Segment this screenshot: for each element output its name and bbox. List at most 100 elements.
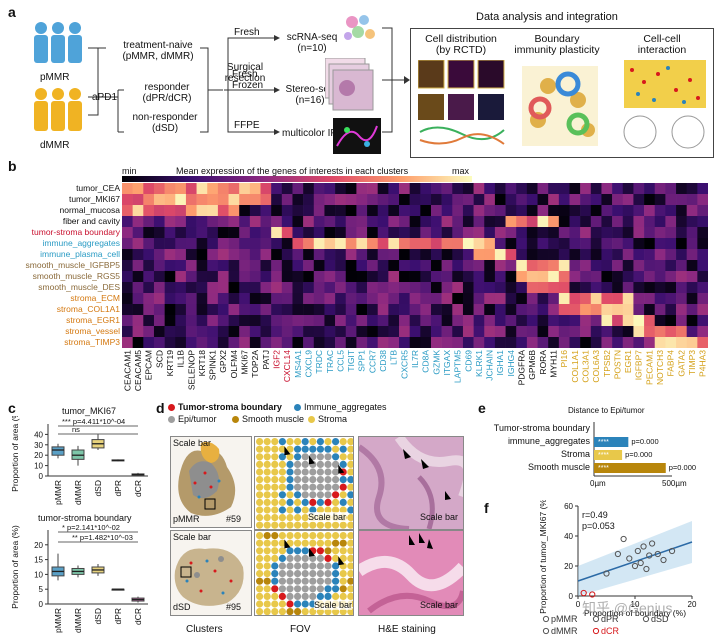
fov-spot <box>278 577 286 585</box>
heatmap-cell <box>303 238 315 250</box>
heatmap-cell <box>484 227 496 239</box>
heatmap-cell <box>622 271 634 283</box>
heatmap-cell <box>473 205 485 217</box>
heatmap-cell <box>633 282 645 294</box>
fov-spot <box>301 445 309 453</box>
heatmap-cell <box>633 326 645 338</box>
gene-label: EPCAM <box>144 350 154 380</box>
heatmap-cell <box>207 293 219 305</box>
heatmap-cell <box>207 315 219 327</box>
heatmap-cell <box>633 216 645 228</box>
heatmap-cell <box>324 183 336 195</box>
heatmap-cell <box>558 227 570 239</box>
heatmap-cell <box>654 216 666 228</box>
gene-label: KRT19 <box>165 350 175 377</box>
heatmap-cell <box>601 205 613 217</box>
heatmap-cell <box>473 183 485 195</box>
heatmap-cell <box>622 227 634 239</box>
heatmap-cell <box>697 183 708 195</box>
arm-responder: responder (dPR/dCR) <box>142 82 192 104</box>
heatmap-cell <box>303 293 315 305</box>
heatmap-cell <box>185 183 197 195</box>
fov-spot <box>316 577 324 585</box>
heatmap-cell <box>633 183 645 195</box>
scatter-point <box>614 550 622 558</box>
heatmap-cell <box>473 304 485 316</box>
heatmap-cell <box>388 271 400 283</box>
heatmap-cell <box>441 304 453 316</box>
gene-label: IGFBP7 <box>634 350 644 381</box>
heatmap-cell <box>185 326 197 338</box>
heatmap-cell <box>217 205 229 217</box>
fov-spot <box>256 577 264 585</box>
heatmap-row-label: immune_plasma_cell <box>40 249 120 259</box>
heatmap-cell <box>271 337 283 348</box>
heatmap-cell <box>484 326 496 338</box>
fov-spot <box>278 514 286 522</box>
heatmap-cell <box>697 238 708 250</box>
heatmap-cell <box>441 183 453 195</box>
heatmap-cell <box>686 194 698 206</box>
heatmap-cell <box>644 205 656 217</box>
heatmap-cell <box>654 337 666 348</box>
fov-spot <box>271 539 279 547</box>
sample-branches <box>224 35 280 135</box>
heatmap-cell <box>345 282 357 294</box>
fov-spot <box>309 592 317 600</box>
heatmap-cell <box>228 260 240 272</box>
heatmap-cell <box>377 337 389 348</box>
heatmap-cell <box>249 271 261 283</box>
heatmap-cell <box>239 227 251 239</box>
fov-spot <box>332 585 340 593</box>
heatmap-cell <box>132 238 144 250</box>
heatmap-cell <box>452 205 464 217</box>
fov-spot <box>316 491 324 499</box>
heatmap-cell <box>367 205 378 217</box>
heatmap-cell <box>324 293 336 305</box>
heatmap-cell <box>249 304 261 316</box>
heatmap-cell <box>345 205 357 217</box>
fov-spot <box>271 592 279 600</box>
gene-label: IGHG4 <box>506 350 516 377</box>
heatmap-cell <box>122 326 133 338</box>
fov-spot <box>316 445 324 453</box>
color-scale-bar <box>122 176 472 182</box>
heatmap-cell <box>303 205 315 217</box>
heatmap-cell <box>537 194 549 206</box>
heatmap-cell <box>420 271 432 283</box>
heatmap-cell <box>367 194 378 206</box>
gene-label: CD69 <box>463 350 473 372</box>
heatmap-cell <box>612 205 624 217</box>
heatmap-cell <box>143 260 155 272</box>
fov-spot <box>324 506 332 514</box>
heatmap-cell <box>548 337 560 348</box>
gene-label: GPX2 <box>218 350 228 373</box>
fov-spot <box>256 570 264 578</box>
heatmap-cell <box>654 282 666 294</box>
heatmap-cell <box>207 337 219 348</box>
heatmap-cell <box>590 216 602 228</box>
fov-spot <box>256 521 264 529</box>
heatmap-cell <box>132 227 144 239</box>
heatmap-cell <box>505 216 517 228</box>
heatmap-cell <box>303 194 315 206</box>
heatmap-cell <box>654 304 666 316</box>
fov-spot <box>263 600 271 608</box>
heatmap-cell <box>676 260 687 272</box>
gene-label: PATJ <box>261 350 271 370</box>
heatmap-cell <box>505 260 517 272</box>
heatmap-cell <box>505 227 517 239</box>
fov-spot <box>263 539 271 547</box>
gene-label: EGR1 <box>623 350 633 373</box>
heatmap-cell <box>697 260 708 272</box>
heatmap-cell <box>122 260 133 272</box>
gene-label: CXCL9 <box>304 350 314 378</box>
heatmap-cell <box>441 293 453 305</box>
heatmap-cell <box>676 271 687 283</box>
heatmap-cell <box>260 205 272 217</box>
heatmap-cell <box>484 315 496 327</box>
gene-label: PI16 <box>559 350 569 368</box>
heatmap-cell <box>633 205 645 217</box>
heatmap-cell <box>484 238 496 250</box>
heatmap-row-label: fiber and cavity <box>62 216 120 226</box>
